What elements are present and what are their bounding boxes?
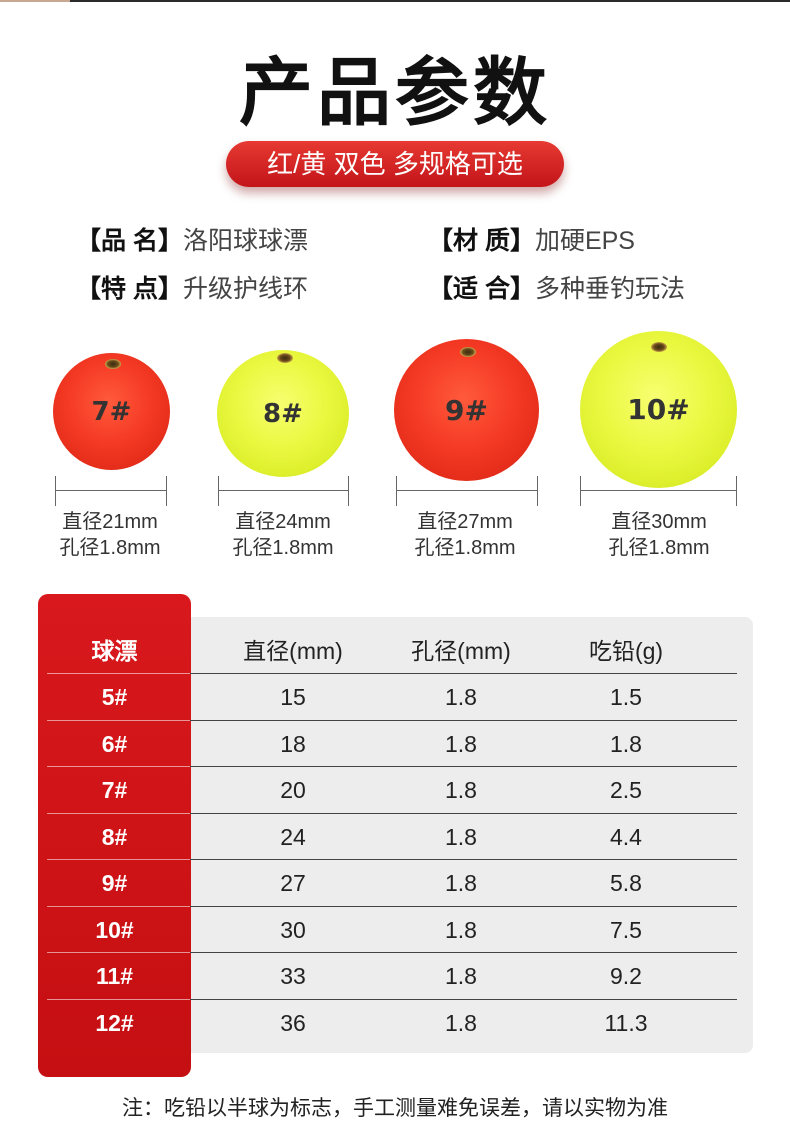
ball-size-label: 9#: [445, 393, 488, 427]
ball-dimensions-9: 直径27mm 孔径1.8mm: [382, 509, 548, 561]
ball-dimensions-10: 直径30mm 孔径1.8mm: [576, 509, 742, 561]
cell-model: 5#: [101, 684, 128, 710]
top-border: [0, 0, 790, 2]
cell-sinker: 9.2: [610, 963, 642, 989]
cell-diameter: 30: [280, 916, 306, 943]
info-item-feature: 【特 点】升级护线环: [76, 272, 308, 306]
cell-diameter: 15: [280, 684, 306, 710]
cell-hole: 1.8: [445, 870, 477, 896]
hole-icon: [460, 347, 476, 357]
row-divider: [190, 812, 737, 814]
row-divider: [190, 766, 737, 767]
cell-hole: 1.8: [445, 916, 477, 943]
hole-text: 孔径1.8mm: [414, 537, 516, 559]
cell-diameter: 36: [280, 1009, 306, 1036]
dimension-line: [218, 476, 349, 506]
cell-hole: 1.8: [445, 823, 477, 850]
cell-diameter: 27: [280, 870, 306, 896]
ball-size-label: 7#: [91, 396, 132, 427]
cell-model: 11#: [95, 963, 134, 989]
info-value: 加硬EPS: [534, 227, 635, 255]
hole-text: 孔径1.8mm: [608, 537, 710, 559]
hole-text: 孔径1.8mm: [232, 537, 334, 559]
cell-model: 7#: [101, 777, 128, 803]
row-divider: [190, 859, 737, 860]
subtitle-badge: 红/黄 双色 多规格可选: [226, 141, 564, 187]
ball-dimensions-7: 直径21mm 孔径1.8mm: [30, 509, 190, 561]
float-ball-10: 10#: [580, 331, 737, 488]
info-item-material: 【材 质】加硬EPS: [428, 224, 635, 258]
hole-icon: [651, 342, 667, 352]
row-divider: [47, 766, 190, 767]
info-item-name: 【品 名】洛阳球球漂: [76, 224, 308, 258]
cell-sinker: 2.5: [610, 777, 642, 803]
table-header-diameter: 直径(mm): [243, 638, 343, 664]
table-header-hole: 孔径(mm): [411, 638, 511, 664]
row-divider: [190, 905, 737, 907]
row-divider: [190, 673, 737, 674]
info-item-suitable: 【适 合】多种垂钓玩法: [428, 272, 685, 306]
diameter-text: 直径21mm: [62, 511, 158, 533]
info-key: 【适 合】: [428, 275, 535, 303]
dimension-line: [396, 476, 538, 506]
row-divider: [190, 998, 737, 1000]
diameter-text: 直径27mm: [417, 511, 513, 533]
cell-sinker: 4.4: [610, 823, 642, 850]
info-value: 洛阳球球漂: [182, 227, 308, 255]
hole-icon: [105, 359, 121, 369]
row-divider: [47, 859, 190, 860]
cell-diameter: 33: [280, 963, 306, 989]
cell-sinker: 1.5: [610, 684, 642, 710]
info-key: 【特 点】: [76, 275, 183, 303]
spec-table-model-column: [38, 594, 191, 1077]
ball-size-label: 10#: [627, 393, 690, 426]
hole-icon: [277, 353, 293, 363]
cell-sinker: 1.8: [610, 730, 642, 757]
row-divider: [190, 952, 737, 953]
page-title: 产品参数: [239, 50, 551, 136]
row-divider: [47, 719, 190, 721]
cell-hole: 1.8: [445, 963, 477, 989]
cell-model: 8#: [101, 823, 128, 850]
cell-diameter: 18: [280, 730, 306, 757]
ball-dimensions-8: 直径24mm 孔径1.8mm: [200, 509, 366, 561]
table-header-model: 球漂: [91, 638, 138, 664]
float-ball-8: 8#: [217, 350, 349, 477]
cell-diameter: 20: [280, 777, 306, 803]
diameter-text: 直径30mm: [611, 511, 707, 533]
info-key: 【材 质】: [428, 227, 535, 255]
top-border-accent: [0, 0, 70, 2]
cell-model: 10#: [95, 916, 134, 943]
cell-hole: 1.8: [445, 1009, 477, 1036]
row-divider: [47, 812, 190, 814]
row-divider: [190, 719, 737, 721]
row-divider: [47, 905, 190, 907]
info-value: 多种垂钓玩法: [534, 275, 685, 303]
spec-table: [190, 617, 753, 1053]
cell-model: 9#: [101, 870, 128, 896]
float-ball-7: 7#: [53, 353, 170, 470]
row-divider: [47, 673, 190, 674]
ball-size-label: 8#: [263, 398, 303, 429]
hole-text: 孔径1.8mm: [59, 537, 161, 559]
cell-model: 6#: [101, 730, 128, 757]
table-header-sinker: 吃铅(g): [588, 638, 664, 664]
cell-hole: 1.8: [445, 730, 477, 757]
diameter-text: 直径24mm: [235, 511, 331, 533]
cell-hole: 1.8: [445, 777, 477, 803]
info-value: 升级护线环: [182, 275, 308, 303]
float-ball-9: 9#: [394, 339, 539, 481]
footnote: 注：吃铅以半球为标志，手工测量难免误差，请以实物为准: [122, 1097, 668, 1120]
cell-sinker: 5.8: [610, 870, 642, 896]
cell-model: 12#: [95, 1009, 134, 1036]
info-key: 【品 名】: [76, 227, 183, 255]
cell-hole: 1.8: [445, 684, 477, 710]
cell-diameter: 24: [280, 823, 306, 850]
dimension-line: [55, 476, 167, 506]
dimension-line: [580, 476, 737, 506]
cell-sinker: 11.3: [604, 1009, 648, 1036]
cell-sinker: 7.5: [610, 916, 642, 943]
row-divider: [47, 998, 190, 1000]
row-divider: [47, 952, 190, 953]
